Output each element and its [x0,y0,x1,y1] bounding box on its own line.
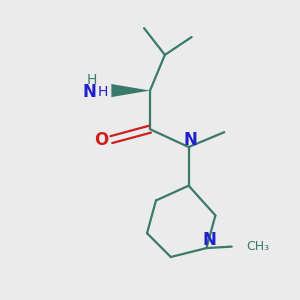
Text: O: O [94,130,108,148]
Text: N: N [82,83,96,101]
Polygon shape [111,84,150,97]
Text: CH₃: CH₃ [247,240,270,253]
Text: H: H [97,85,108,99]
Text: N: N [183,130,197,148]
Text: N: N [202,231,216,249]
Text: H: H [87,73,97,87]
